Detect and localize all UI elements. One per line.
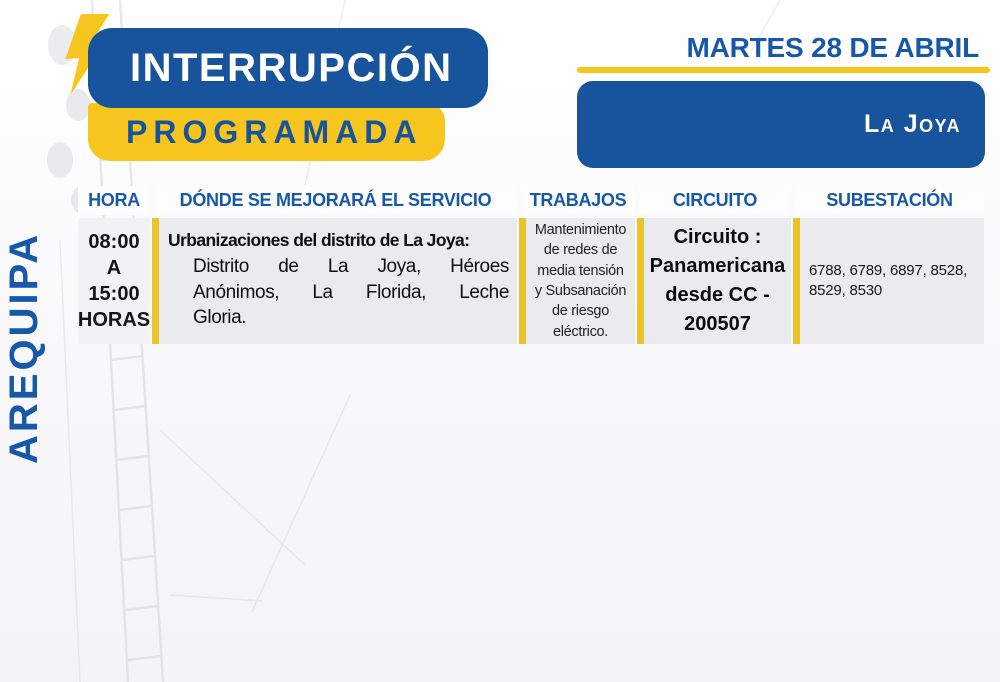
header-trabajos: TRABAJOS [521, 186, 635, 215]
banner-title-box: INTERRUPCIÓN [88, 28, 488, 108]
cell-donde: Urbanizaciones del distrito de La Joya: … [152, 218, 517, 344]
banner-subtitle-box: PROGRAMADA [88, 103, 445, 161]
cell-trabajos: Mantenimiento de redes de media tensión … [519, 218, 635, 344]
circuito-line: Panamericana [649, 255, 786, 277]
zone-box: La Joya [577, 81, 985, 168]
region-label: AREQUIPA [2, 231, 46, 464]
hora-line: 15:00 [88, 283, 140, 305]
lightning-bolt-icon [65, 14, 111, 94]
trabajos-text: Mantenimiento de redes de media tensión … [534, 222, 627, 340]
header-hora: HORA [78, 186, 150, 215]
subestacion-text: 6788, 6789, 6897, 8528, 8529, 8530 [809, 261, 968, 299]
donde-destacado: Urbanizaciones del distrito de La Joya: [168, 230, 470, 250]
cell-circuito: Circuito : Panamericana desde CC - 20050… [637, 218, 791, 344]
circuito-line: Circuito : [673, 226, 762, 248]
header-subestacion: SUBESTACIÓN [795, 186, 984, 215]
hora-line: HORAS [77, 309, 151, 331]
banner-subtitle: PROGRAMADA [126, 113, 423, 150]
date-underline [577, 67, 990, 73]
circuito-line: 200507 [684, 313, 751, 335]
header-donde: DÓNDE SE MEJORARÁ EL SERVICIO [154, 186, 517, 215]
donde-detalle: Distrito de La Joya, Héroes Anónimos, La… [193, 256, 509, 329]
notice-date: MARTES 28 DE ABRIL [686, 32, 979, 63]
banner-title: INTERRUPCIÓN [130, 45, 453, 90]
circuito-line: desde CC - [665, 284, 770, 306]
hora-line: A [106, 257, 122, 279]
header-circuito: CIRCUITO [639, 186, 791, 215]
cell-hora: 08:00 A 15:00 HORAS [78, 218, 150, 344]
hora-line: 08:00 [88, 231, 140, 253]
cell-subestacion: 6788, 6789, 6897, 8528, 8529, 8530 [793, 218, 984, 344]
zone-label: La Joya [864, 110, 961, 138]
